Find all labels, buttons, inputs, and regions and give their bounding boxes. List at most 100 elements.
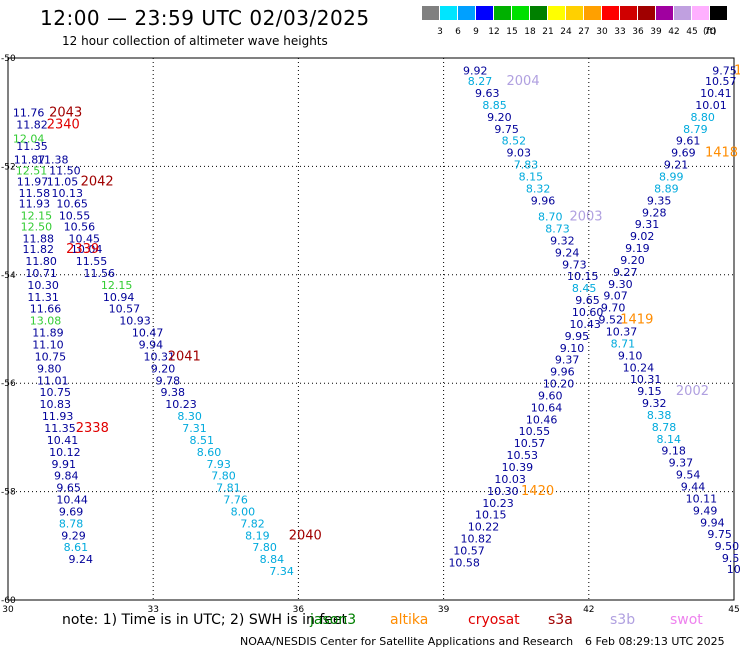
wave-height-value: 10.94 [103, 291, 135, 304]
wave-height-value: 9.52 [598, 314, 623, 327]
wave-height-value: 10.47 [132, 327, 164, 340]
wave-height-value: 10.31 [144, 350, 176, 363]
wave-height-value: 9.28 [642, 206, 667, 219]
colorbar-swatch [692, 6, 709, 20]
wave-height-value: 9.75 [712, 64, 737, 77]
wave-height-value: 12.15 [21, 210, 53, 223]
wave-height-value: 10.04 [71, 243, 103, 256]
wave-height-value: 10.44 [56, 494, 88, 507]
wave-height-value: 10.93 [119, 315, 151, 328]
wave-height-value: 9.19 [625, 242, 650, 255]
wave-height-value: 11.55 [76, 255, 108, 268]
y-tick-label: -52 [1, 162, 16, 172]
colorbar-swatch [494, 6, 511, 20]
wave-height-value: 13.08 [30, 315, 61, 328]
wave-height-value: 11.87 [14, 154, 46, 167]
wave-height-value: 9.15 [637, 385, 662, 398]
wave-height-value: 9.35 [647, 194, 672, 207]
wave-height-value: 7.83 [514, 159, 539, 172]
wave-height-value: 9.54 [676, 469, 701, 482]
x-tick-label: 39 [438, 605, 450, 615]
wave-height-value: 8.70 [538, 211, 563, 224]
wave-height-value: 9.60 [538, 389, 563, 402]
pass-time-label: 2002 [676, 384, 709, 399]
wave-height-value: 9.10 [560, 342, 585, 355]
wave-height-value: 8.79 [683, 123, 708, 136]
wave-height-value: 10.24 [623, 361, 655, 374]
footer-note: note: 1) Time is in UTC; 2) SWH is in fe… [62, 612, 348, 628]
wave-height-value: 10.83 [39, 398, 71, 411]
wave-height-value: 10.15 [567, 270, 599, 283]
y-tick-label: -56 [1, 379, 16, 389]
wave-height-value: 9.65 [56, 482, 81, 495]
wave-height-value: 10.55 [519, 425, 551, 438]
wave-height-value: 11.93 [42, 410, 74, 423]
pass-time-label: 2004 [507, 74, 540, 89]
wave-height-value: 9.24 [555, 246, 580, 259]
wave-height-value: 9.94 [139, 339, 164, 352]
wave-height-value: 11.88 [23, 232, 55, 245]
wave-height-value: 10.31 [630, 373, 662, 386]
wave-height-value: 8.27 [468, 75, 493, 88]
mission-legend-item: s3a [548, 612, 573, 628]
wave-height-value: 7.80 [252, 541, 276, 554]
wave-height-value: 9.50 [715, 540, 740, 553]
wave-height-value: 9.32 [642, 397, 667, 410]
wave-height-value: 7.80 [211, 470, 236, 483]
wave-height-value: 9.30 [608, 278, 633, 291]
wave-height-value: 10.75 [35, 350, 66, 363]
wave-height-value: 9.10 [618, 349, 643, 362]
wave-height-value: 9.20 [487, 111, 512, 124]
chart-subtitle: 12 hour collection of altimeter wave hei… [62, 34, 328, 48]
wave-height-value: 9.29 [61, 529, 86, 542]
wave-height-value: 7.81 [216, 482, 241, 495]
colorbar-swatch [638, 6, 655, 20]
wave-height-value: 9.21 [664, 159, 689, 172]
wave-height-value: 9.44 [681, 481, 706, 494]
colorbar-swatch [584, 6, 601, 20]
pass-time-label: 2042 [81, 174, 114, 189]
wave-height-value: 10.12 [49, 446, 81, 459]
wave-height-value: 9.32 [550, 234, 575, 247]
wave-height-value: 9.37 [669, 457, 694, 470]
wave-height-value: 10.45 [69, 232, 101, 245]
y-tick-label: -50 [1, 54, 16, 64]
wave-height-value: 9.56 [722, 552, 740, 565]
colorbar-swatch [458, 6, 475, 20]
wave-height-value: 10.58 [448, 556, 480, 569]
wave-height-value: 9.75 [707, 528, 732, 541]
y-tick-label: -60 [1, 596, 16, 606]
colorbar-swatch [602, 6, 619, 20]
wave-height-value: 11.50 [49, 165, 81, 178]
wave-height-value: 9.69 [671, 147, 696, 160]
footer-timestamp: 6 Feb 08:29:13 UTC 2025 [585, 635, 725, 648]
wave-height-value: 10.13 [52, 187, 83, 200]
wave-height-value: 9.75 [494, 123, 519, 136]
wave-height-value: 10.37 [606, 326, 638, 339]
wave-height-value: 11.82 [23, 243, 55, 256]
colorbar-tick-label: 3 [437, 27, 443, 37]
pass-time-label: 2339 [66, 242, 99, 257]
wave-height-value: 8.89 [654, 182, 679, 195]
wave-height-value: 8.78 [59, 517, 84, 530]
colorbar-tick-label: 15 [506, 27, 518, 37]
wave-height-value: 9.38 [160, 386, 185, 399]
wave-height-value: 10.20 [543, 378, 575, 391]
x-tick-label: 45 [728, 605, 739, 615]
y-tick-label: -58 [1, 488, 16, 498]
wave-height-value: 8.99 [659, 170, 684, 183]
wave-height-value: 8.60 [197, 446, 222, 459]
wave-height-value: 11.05 [47, 175, 79, 188]
wave-height-value: 9.78 [156, 374, 181, 387]
wave-height-value: 8.32 [526, 182, 551, 195]
wave-height-value: 10.56 [64, 220, 96, 233]
wave-height-value: 9.91 [52, 458, 76, 471]
colorbar-tick-label: 9 [473, 27, 479, 37]
colorbar-tick-label: 24 [560, 27, 572, 37]
colorbar-swatch [512, 6, 529, 20]
wave-height-value: 11.89 [32, 327, 64, 340]
wave-height-value: 10.64 [531, 401, 563, 414]
wave-height-value: 8.52 [502, 135, 527, 148]
colorbar-swatch [530, 6, 547, 20]
wave-height-value: 7.76 [223, 494, 248, 507]
